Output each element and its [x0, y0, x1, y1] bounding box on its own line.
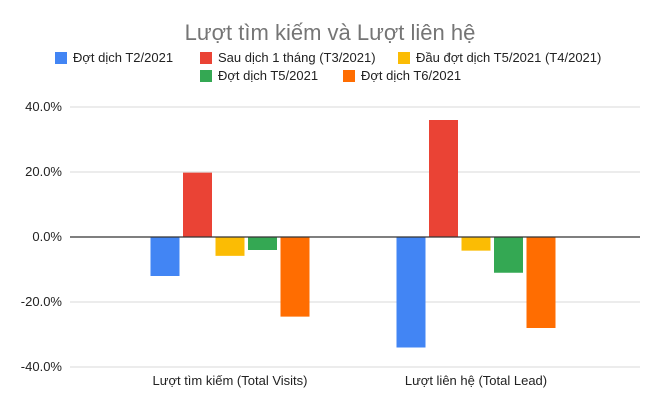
legend-swatch: [200, 52, 212, 64]
bar: [429, 120, 458, 237]
y-tick-label: 20.0%: [25, 164, 62, 179]
bar: [150, 237, 180, 276]
y-tick-label: 40.0%: [25, 99, 62, 114]
legend: Đợt dịch T2/2021 Sau dịch 1 tháng (T3/202…: [55, 50, 601, 83]
legend-swatch: [55, 52, 67, 64]
x-category-label: Lượt tìm kiếm (Total Visits): [153, 373, 308, 388]
bars: [70, 120, 640, 348]
y-tick-label: -40.0%: [21, 359, 63, 374]
bar: [396, 237, 426, 348]
legend-label: Đợt dịch T2/2021: [73, 50, 173, 65]
x-category-label: Lượt liên hệ (Total Lead): [405, 373, 547, 388]
y-tick-label: 0.0%: [32, 229, 62, 244]
bar: [280, 237, 310, 317]
bar: [183, 172, 212, 237]
legend-label: Đầu đợt dịch T5/2021 (T4/2021): [416, 50, 601, 65]
legend-label: Sau dịch 1 tháng (T3/2021): [218, 50, 376, 65]
bar: [461, 237, 491, 251]
bar: [248, 237, 277, 250]
y-axis: 40.0% 20.0% 0.0% -20.0% -40.0%: [21, 99, 63, 374]
legend-label: Đợt dịch T6/2021: [361, 68, 461, 83]
legend-swatch: [200, 70, 212, 82]
chart-title: Lượt tìm kiếm và Lượt liên hệ: [185, 20, 476, 45]
legend-swatch: [343, 70, 355, 82]
bar: [494, 237, 523, 273]
bar: [215, 237, 245, 256]
gridlines: [70, 106, 640, 368]
x-axis: Lượt tìm kiếm (Total Visits) Lượt liên hệ…: [153, 373, 548, 388]
y-tick-label: -20.0%: [21, 294, 63, 309]
legend-label: Đợt dịch T5/2021: [218, 68, 318, 83]
bar: [526, 237, 556, 328]
legend-swatch: [398, 52, 410, 64]
